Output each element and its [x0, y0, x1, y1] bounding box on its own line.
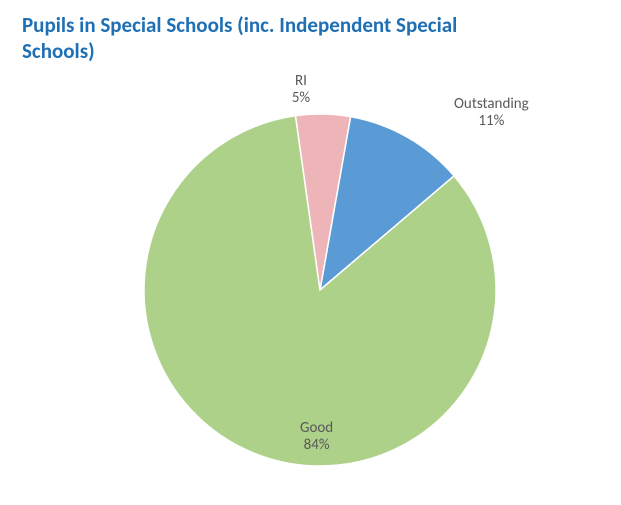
label-outstanding-pct: 11% [478, 112, 504, 130]
label-outstanding: Outstanding 11% [454, 96, 529, 131]
label-ri: RI 5% [281, 73, 321, 108]
label-good-name: Good [300, 419, 333, 437]
label-ri-pct: 5% [292, 89, 310, 107]
label-outstanding-name: Outstanding [454, 95, 529, 113]
label-good-pct: 84% [304, 436, 330, 454]
label-good: Good 84% [300, 420, 333, 455]
label-ri-name: RI [295, 72, 307, 90]
